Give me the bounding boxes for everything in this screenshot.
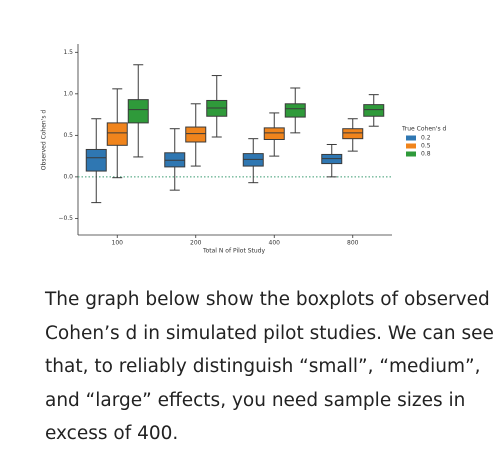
y-tick-label: 1.0: [63, 90, 73, 97]
y-tick-label: 0.5: [63, 132, 73, 139]
y-axis-label: Observed Cohen's d: [41, 110, 48, 171]
paragraph-line: The graph below show the boxplots of obs…: [45, 289, 490, 310]
x-tick-label: 100: [112, 240, 124, 247]
box: [127, 99, 149, 124]
legend-swatch: [406, 151, 416, 157]
paragraph-line: and “large” effects, you need sample siz…: [45, 389, 466, 411]
legend-label: 0.5: [421, 143, 431, 150]
chart: True Cohen's d Total N of Pilot Study Ob…: [41, 44, 446, 255]
legend-swatch: [406, 135, 416, 141]
legend-label: 0.2: [421, 135, 431, 142]
legend-title: True Cohen's d: [401, 126, 446, 133]
box: [284, 103, 306, 118]
y-tick-label: 1.5: [63, 49, 73, 56]
y-tick-label: −0.5: [58, 215, 73, 222]
paragraph: The graph below show the boxplots of obs…: [45, 283, 494, 451]
box: [363, 104, 385, 117]
x-axis-label: Total N of Pilot Study: [202, 248, 266, 255]
box: [342, 128, 364, 140]
paragraph-line: excess of 400.: [45, 423, 179, 444]
box: [85, 148, 107, 172]
legend-label: 0.8: [421, 151, 431, 158]
box: [263, 127, 285, 141]
paragraph-line: that, to reliably distinguish “small”, “…: [45, 356, 481, 377]
box: [185, 126, 207, 143]
x-tick-label: 800: [347, 240, 359, 247]
legend-swatch: [406, 143, 416, 149]
box: [106, 122, 128, 146]
x-tick-label: 400: [269, 240, 281, 247]
paragraph-line: Cohen’s d in simulated pilot studies. We…: [45, 322, 494, 344]
x-tick-label: 200: [190, 240, 202, 247]
y-tick-label: 0.0: [63, 173, 73, 180]
